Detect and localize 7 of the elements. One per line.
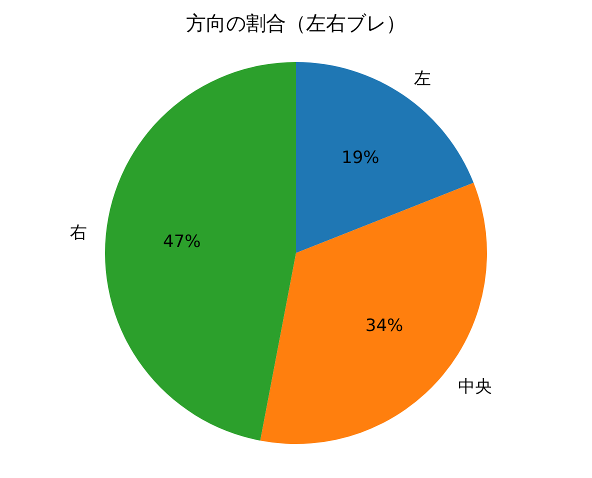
data-label: 47% (163, 232, 201, 252)
data-label: 19% (342, 148, 380, 168)
data-label: 34% (365, 316, 404, 336)
slice-label: 中央 (458, 376, 492, 397)
slice-label: 右 (70, 223, 87, 244)
slice-label: 左 (414, 69, 432, 90)
chart-title: 方向の割合（左右ブレ） (186, 11, 406, 35)
